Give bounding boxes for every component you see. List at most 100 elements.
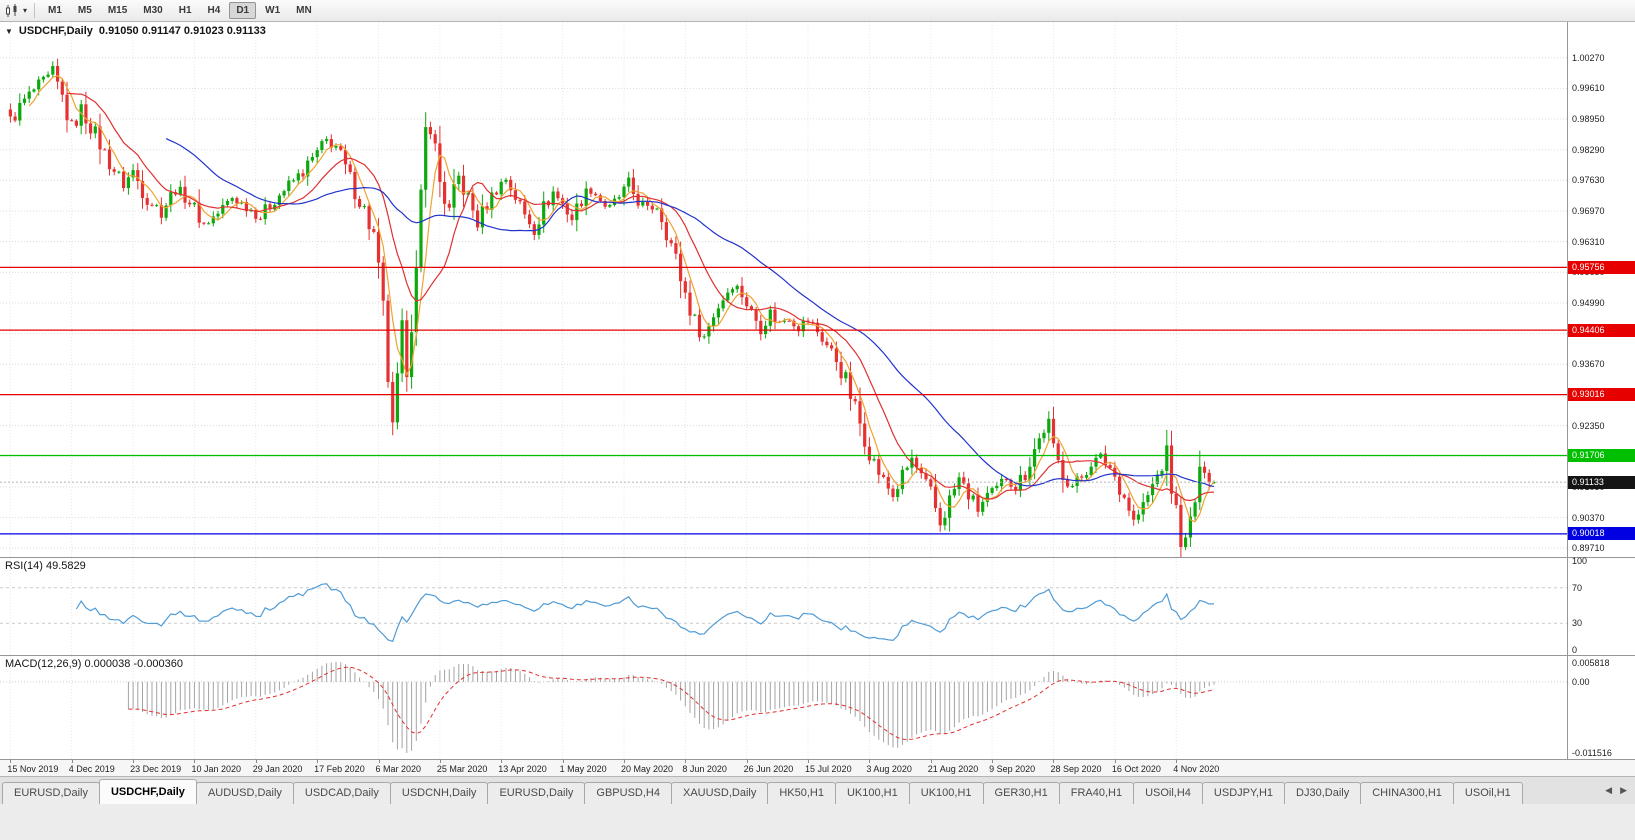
price-axis-label: 0.92350 (1572, 420, 1605, 431)
date-tick (255, 760, 257, 763)
date-tick (992, 760, 994, 763)
date-tick (378, 760, 380, 763)
timeframe-buttons: M1 M5 M15 M30 H1 H4 D1 W1 MN (40, 2, 320, 19)
date-label: 13 Apr 2020 (498, 764, 547, 774)
collapse-icon[interactable]: ▼ (5, 26, 13, 36)
date-axis: 15 Nov 2019 4 Dec 2019 23 Dec 2019 10 Jan 2… (0, 760, 1635, 777)
date-label: 6 Mar 2020 (375, 764, 422, 774)
date-label: 10 Jan 2020 (191, 764, 241, 774)
date-tick (746, 760, 748, 763)
rsi-axis-label: 30 (1572, 618, 1583, 629)
date-tick (808, 760, 810, 763)
timeframe-button-mn[interactable]: MN (296, 5, 312, 16)
timeframe-button-m5[interactable]: M5 (77, 5, 92, 16)
ohlc-values: 0.91050 0.91147 0.91023 0.91133 (98, 25, 266, 37)
macd-axis: 0.005818 0.00 -0.011516 (1567, 656, 1635, 759)
date-tick (623, 760, 625, 763)
chart-tab-bar: EURUSD,Daily USDCHF,Daily AUDUSD,Daily USDC… (0, 777, 1635, 804)
timeframe-button-m15[interactable]: M15 (107, 5, 128, 16)
chart-type-dropdown-icon[interactable]: ▾ (23, 6, 28, 15)
price-tag: 0.93016 (1568, 388, 1635, 402)
price-axis-label: 0.98290 (1572, 144, 1605, 155)
chart-tab-audusd-daily[interactable]: AUDUSD,Daily (195, 782, 294, 804)
date-label: 4 Nov 2020 (1173, 764, 1220, 774)
macd-axis-label: 0.005818 (1572, 658, 1610, 668)
timeframe-button-m30[interactable]: M30 (143, 5, 163, 16)
main-chart-panel[interactable]: ▼ USDCHF,Daily 0.91050 0.91147 0.91023 0… (0, 22, 1635, 559)
date-label: 26 Jun 2020 (743, 764, 794, 774)
chart-tab-xauusd-daily[interactable]: XAUUSD,Daily (670, 782, 769, 804)
chart-tab-usoil-h1[interactable]: USOil,H1 (1452, 782, 1523, 804)
date-tick (1053, 760, 1055, 763)
price-axis-label: 0.94990 (1572, 297, 1605, 308)
timeframe-button-d1[interactable]: D1 (229, 2, 257, 19)
chart-tab-ger30-h1[interactable]: GER30,H1 (982, 782, 1060, 804)
chart-tab-dj30-daily[interactable]: DJ30,Daily (1284, 782, 1362, 804)
timeframe-button-h4[interactable]: H4 (207, 5, 221, 16)
date-tick (930, 760, 932, 763)
chart-tab-usdcad-daily[interactable]: USDCAD,Daily (292, 782, 391, 804)
rsi-axis-label: 100 (1572, 556, 1588, 566)
date-label: 23 Dec 2019 (130, 764, 182, 774)
date-label: 4 Dec 2019 (68, 764, 115, 774)
price-axis-label: 0.99610 (1572, 83, 1605, 94)
date-tick (71, 760, 73, 763)
timeframe-button-m1[interactable]: M1 (48, 5, 62, 16)
date-label: 29 Jan 2020 (252, 764, 303, 774)
date-label: 1 May 2020 (559, 764, 607, 774)
chart-tab-usdcnh-daily[interactable]: USDCNH,Daily (389, 782, 489, 804)
price-axis-label: 0.89710 (1572, 543, 1605, 554)
date-label: 16 Oct 2020 (1111, 764, 1161, 774)
chart-tab-uk100-h1[interactable]: UK100,H1 (908, 782, 984, 804)
macd-plot (0, 656, 1567, 764)
chart-tab-china300-h1[interactable]: CHINA300,H1 (1360, 782, 1454, 804)
price-axis: 1.00270 0.99610 0.98950 0.98290 0.97630 0.969… (1567, 22, 1635, 557)
price-tag: 0.94406 (1568, 323, 1635, 337)
price-tag: 0.90018 (1568, 527, 1635, 541)
price-axis-label: 0.93670 (1572, 359, 1605, 370)
rsi-axis: 100 70 30 0 (1567, 556, 1635, 655)
chart-tab-eurusd-daily[interactable]: EURUSD,Daily (487, 782, 586, 804)
date-label: 15 Nov 2019 (7, 764, 59, 774)
date-label: 15 Jul 2020 (805, 764, 852, 774)
price-axis-label: 1.00270 (1572, 52, 1605, 63)
date-tick (1176, 760, 1178, 763)
date-tick (317, 760, 319, 763)
date-tick (1114, 760, 1116, 763)
status-strip (0, 804, 1635, 840)
price-axis-label: 0.96970 (1572, 206, 1605, 216)
chart-type-icon[interactable] (4, 3, 20, 18)
chart-title: ▼ USDCHF,Daily 0.91050 0.91147 0.91023 0… (5, 25, 266, 37)
price-tag: 0.95756 (1568, 260, 1635, 274)
macd-label: MACD(12,26,9) 0.000038 -0.000360 (5, 658, 183, 670)
date-tick (439, 760, 441, 763)
date-label: 28 Sep 2020 (1050, 764, 1102, 774)
chart-tab-fra40-h1[interactable]: FRA40,H1 (1058, 782, 1135, 804)
chart-tab-hk50-h1[interactable]: HK50,H1 (767, 782, 836, 804)
rsi-panel[interactable]: RSI(14) 49.5829 100 70 30 0 (0, 556, 1635, 656)
date-label: 17 Feb 2020 (314, 764, 365, 774)
timeframe-button-h1[interactable]: H1 (178, 5, 192, 16)
date-tick (194, 760, 196, 763)
macd-axis-label: -0.011516 (1572, 748, 1612, 758)
tabs-scroll-left-icon[interactable]: ◀ (1605, 785, 1613, 795)
chart-tabs: EURUSD,Daily USDCHF,Daily AUDUSD,Daily USDC… (2, 777, 1597, 804)
rsi-axis-label: 70 (1572, 582, 1583, 593)
date-tick (869, 760, 871, 763)
chart-tab-eurusd-daily[interactable]: EURUSD,Daily (2, 782, 100, 804)
date-label: 25 Mar 2020 (436, 764, 488, 774)
date-tick (10, 760, 12, 763)
chart-tab-gbpusd-h4[interactable]: GBPUSD,H4 (584, 782, 672, 804)
chart-tab-uk100-h1[interactable]: UK100,H1 (834, 782, 910, 804)
date-tick (501, 760, 503, 763)
price-plot[interactable] (0, 22, 1567, 562)
date-label: 3 Aug 2020 (866, 764, 912, 774)
rsi-axis-label: 0 (1572, 645, 1578, 655)
toolbar-separator (34, 3, 36, 18)
chart-tab-usdchf-daily[interactable]: USDCHF,Daily (98, 779, 197, 804)
macd-panel[interactable]: MACD(12,26,9) 0.000038 -0.000360 0.00581… (0, 656, 1635, 760)
tabs-scroll-right-icon[interactable]: ▶ (1620, 785, 1627, 795)
chart-tab-usdjpy-h1[interactable]: USDJPY,H1 (1201, 782, 1286, 804)
timeframe-button-w1[interactable]: W1 (265, 5, 281, 16)
chart-tab-usoil-h4[interactable]: USOil,H4 (1133, 782, 1203, 804)
